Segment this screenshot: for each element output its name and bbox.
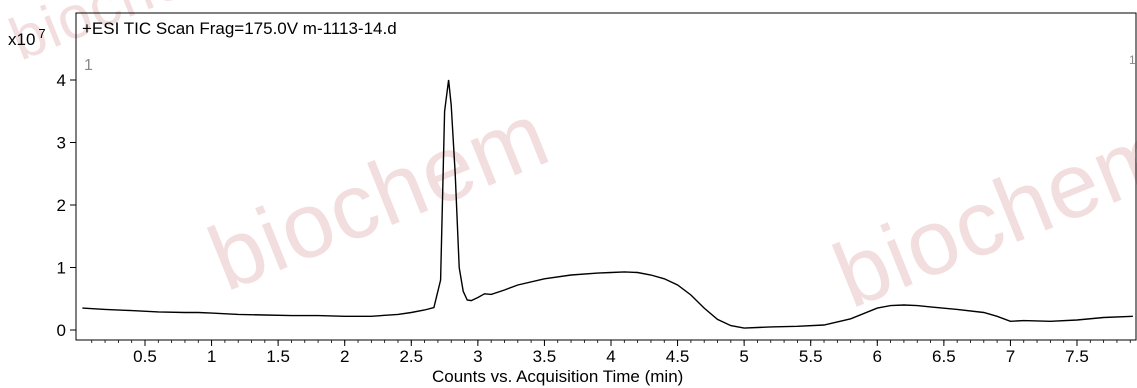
y-tick-label: 4	[57, 71, 66, 90]
y-exponent-base: x10	[8, 30, 36, 49]
y-tick-label: 0	[57, 321, 66, 340]
tic-trace-line	[82, 79, 1133, 329]
x-tick-label: 6	[873, 347, 882, 366]
plot-frame	[75, 12, 1137, 341]
y-tick-label: 2	[57, 196, 66, 215]
y-exponent-power: 7	[38, 26, 46, 41]
x-tick-label: 3	[473, 347, 482, 366]
x-tick-label: 7	[1006, 347, 1015, 366]
x-tick-label: 6.5	[932, 347, 956, 366]
trace-number-label: 1	[84, 57, 93, 74]
y-axis-ticks: 0 1 2 3 4	[57, 71, 76, 340]
x-axis-label: Counts vs. Acquisition Time (min)	[432, 367, 684, 386]
x-tick-label: 4	[606, 347, 615, 366]
trace-number-label-right: 1	[1129, 53, 1136, 67]
chart-title: +ESI TIC Scan Frag=175.0V m-1113-14.d	[82, 19, 397, 38]
x-tick-label: 0.5	[133, 347, 157, 366]
x-tick-label: 5.5	[799, 347, 823, 366]
x-tick-label: 7.5	[1065, 347, 1089, 366]
y-tick-label: 1	[57, 259, 66, 278]
x-tick-label: 2.5	[399, 347, 423, 366]
x-axis-ticks: 0.5 1 1.5 2 2.5 3 3.5 4 4.5 5 5.5 6 6.5 7 7.5	[91, 340, 1131, 366]
x-tick-label: 3.5	[533, 347, 557, 366]
x-tick-label: 2	[340, 347, 349, 366]
y-tick-label: 3	[57, 134, 66, 153]
x-tick-label: 1	[207, 347, 216, 366]
x-tick-label: 5	[739, 347, 748, 366]
y-exponent-label: x10 7	[8, 26, 46, 50]
chart-axes	[75, 12, 1137, 341]
x-tick-label: 1.5	[266, 347, 290, 366]
x-tick-label: 4.5	[666, 347, 690, 366]
